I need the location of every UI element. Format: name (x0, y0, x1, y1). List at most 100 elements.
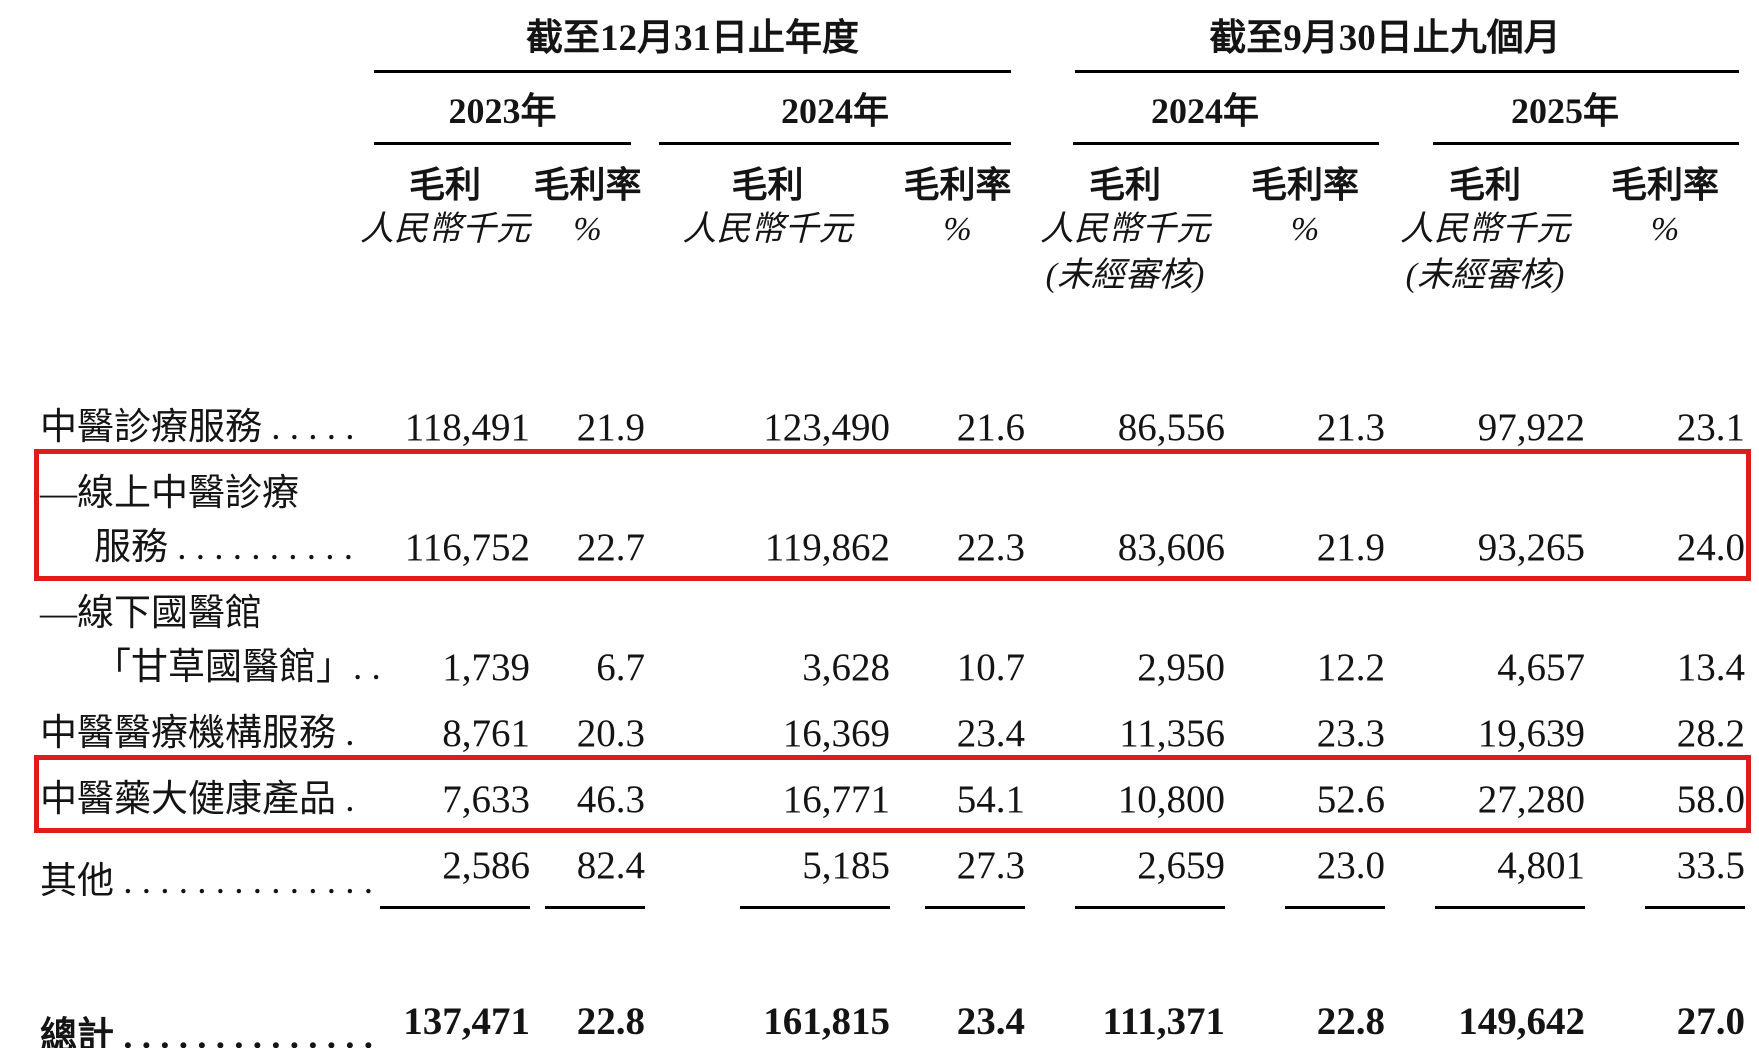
group-title-9m: 截至9月30日止九個月 (1209, 18, 1561, 59)
metric-header-row: 毛利 毛利率 毛利 毛利率 毛利 毛利率 毛利 毛利率 (40, 145, 1745, 207)
year-9m-2025: 2025年 (1385, 73, 1745, 145)
value-cell: 111,371 (1025, 909, 1225, 1048)
value-cell: 46.3 (576, 778, 645, 821)
value-cell: 27.0 (1585, 909, 1745, 1048)
value-cell: 22.3 (956, 526, 1025, 569)
row-label: 總計 . . . . . . . . . . . . . . (40, 1016, 373, 1048)
group-rule-fy (374, 70, 1011, 73)
col-gross-margin: 毛利率 (533, 165, 642, 205)
value-cell: 2,659 (1025, 827, 1225, 909)
unaudited-note: (未經審核) (1405, 257, 1565, 294)
table-row: —線上中醫診療 服務 . . . . . . . . . . 116,752 22.7… (34, 449, 1751, 581)
value-cell: 1,739 (442, 646, 530, 689)
value-cell: 22.8 (1225, 909, 1385, 1048)
col-gross-margin: 毛利率 (1250, 165, 1359, 205)
unit-percent: % (1650, 211, 1680, 248)
value-cell: 16,369 (782, 712, 890, 755)
col-gross-profit: 毛利 (1448, 165, 1521, 205)
value-cell: 10,800 (1117, 778, 1225, 821)
value-cell: 2,950 (1137, 646, 1225, 689)
value-cell: 23.0 (1225, 827, 1385, 909)
value-cell: 5,185 (645, 827, 890, 909)
group-rule-9m (1075, 70, 1739, 73)
value-cell: 22.7 (576, 526, 645, 569)
unit-currency: 人民幣千元 (1040, 211, 1210, 248)
year-9m-2024: 2024年 (1025, 73, 1385, 145)
value-cell: 28.2 (1676, 712, 1745, 755)
col-gross-profit: 毛利 (731, 165, 804, 205)
value-cell: 33.5 (1585, 827, 1745, 909)
row-label: 中醫藥大健康產品 . (40, 779, 355, 820)
value-cell: 2,586 (360, 827, 530, 909)
unit-currency: 人民幣千元 (360, 211, 530, 248)
value-cell: 27.3 (890, 827, 1025, 909)
value-cell: 8,761 (442, 712, 530, 755)
value-cell: 24.0 (1676, 526, 1745, 569)
value-cell: 21.3 (1316, 406, 1385, 449)
value-cell: 21.6 (956, 406, 1025, 449)
value-cell: 20.3 (576, 712, 645, 755)
unit-header-row: 人民幣千元 % 人民幣千元 % 人民幣千元 % 人民幣千元 % (40, 207, 1745, 253)
value-cell: 93,265 (1477, 526, 1585, 569)
unit-currency: 人民幣千元 (1400, 211, 1570, 248)
col-gross-profit: 毛利 (408, 165, 481, 205)
gross-profit-table: 截至12月31日止年度 截至9月30日止九個月 2023年 2024年 (34, 16, 1751, 1048)
year-2023: 2023年 (360, 73, 645, 145)
table-row: —線下國醫館 「甘草國醫館」. . 1,739 6.7 3,628 10.7 2,950 12… (40, 575, 1745, 695)
value-cell: 23.1 (1676, 406, 1745, 449)
table-row: 中醫診療服務 . . . . . 118,491 21.9 123,490 21.6 86… (40, 299, 1745, 455)
value-cell: 4,801 (1385, 827, 1585, 909)
value-cell: 16,771 (782, 778, 890, 821)
col-gross-margin: 毛利率 (1610, 165, 1719, 205)
table-row: 中醫藥大健康產品 . 7,633 46.3 16,771 54.1 10,800 52.6 2… (34, 755, 1751, 833)
unit-percent: % (573, 211, 602, 248)
header-spacer (40, 16, 360, 73)
value-cell: 4,657 (1497, 646, 1585, 689)
value-cell: 13.4 (1676, 646, 1745, 689)
col-gross-margin: 毛利率 (903, 165, 1012, 205)
value-cell: 3,628 (802, 646, 890, 689)
value-cell: 54.1 (956, 778, 1025, 821)
total-row: 總計 . . . . . . . . . . . . . . 137,471 22.… (40, 909, 1745, 1048)
value-cell: 123,490 (763, 406, 890, 449)
value-cell: 19,639 (1477, 712, 1585, 755)
value-cell: 10.7 (956, 646, 1025, 689)
value-cell: 149,642 (1385, 909, 1585, 1048)
value-cell: 86,556 (1117, 406, 1225, 449)
group-header-9m: 截至9月30日止九個月 (1025, 16, 1745, 73)
value-cell: 12.2 (1316, 646, 1385, 689)
value-cell: 7,633 (442, 778, 530, 821)
value-cell: 23.4 (956, 712, 1025, 755)
value-cell: 82.4 (530, 827, 645, 909)
row-label: 中醫診療服務 . . . . . (40, 407, 355, 448)
value-cell: 52.6 (1316, 778, 1385, 821)
value-cell: 6.7 (596, 646, 645, 689)
unaudited-row: (未經審核) (未經審核) (40, 253, 1745, 299)
table-row: 中醫醫療機構服務 . 8,761 20.3 16,369 23.4 11,356 23.3 1… (40, 695, 1745, 761)
year-header-row: 2023年 2024年 2024年 2025年 (40, 73, 1745, 145)
year-2024: 2024年 (645, 73, 1025, 145)
value-cell: 27,280 (1477, 778, 1585, 821)
value-cell: 23.4 (890, 909, 1025, 1048)
value-cell: 137,471 (360, 909, 530, 1048)
value-cell: 97,922 (1477, 406, 1585, 449)
unit-percent: % (943, 211, 972, 248)
value-cell: 58.0 (1676, 778, 1745, 821)
value-cell: 21.9 (576, 406, 645, 449)
row-label: 其他 . . . . . . . . . . . . . . (40, 861, 373, 902)
value-cell: 23.3 (1316, 712, 1385, 755)
group-header-row: 截至12月31日止年度 截至9月30日止九個月 (40, 16, 1745, 73)
row-label: 中醫醫療機構服務 . (40, 713, 355, 754)
table-row: 其他 . . . . . . . . . . . . . . 2,586 82.4 5… (40, 827, 1745, 909)
value-cell: 22.8 (530, 909, 645, 1048)
row-label: —線下國醫館 「甘草國醫館」. . (40, 593, 381, 688)
group-header-fy: 截至12月31日止年度 (360, 16, 1025, 73)
col-gross-profit: 毛利 (1088, 165, 1161, 205)
unaudited-note: (未經審核) (1045, 257, 1205, 294)
value-cell: 116,752 (404, 526, 530, 569)
value-cell: 83,606 (1117, 526, 1225, 569)
value-cell: 119,862 (764, 526, 890, 569)
value-cell: 161,815 (645, 909, 890, 1048)
value-cell: 11,356 (1119, 712, 1225, 755)
